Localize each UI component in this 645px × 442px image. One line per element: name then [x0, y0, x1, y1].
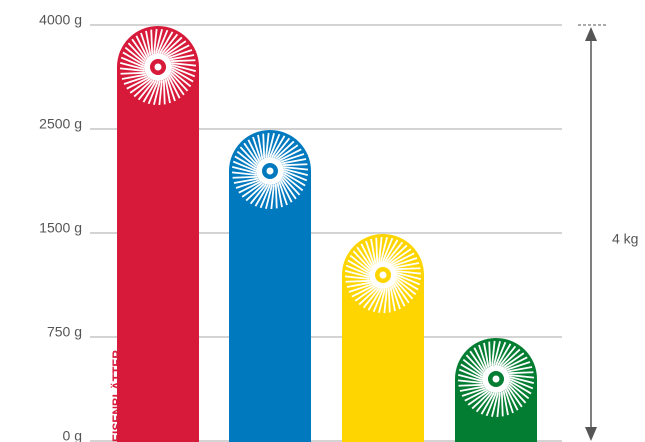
- disk-flap: [459, 385, 484, 386]
- disk-flap: [233, 177, 258, 178]
- disk-hole: [155, 64, 162, 71]
- disk-flap: [263, 134, 264, 159]
- flap-disk: [117, 26, 199, 108]
- flap-disk: [342, 234, 424, 316]
- arrow-head: [585, 27, 597, 41]
- disk-flap: [502, 392, 503, 417]
- disk-flap: [509, 372, 534, 373]
- annotation: 4 kg: [612, 231, 638, 247]
- chart: 4 kg 4000 g 2500 g 1500 g 750 g 0 g EISENBLÄT…: [0, 0, 645, 442]
- y-tick-label: 2500 g: [39, 116, 82, 132]
- flap-disk: [455, 338, 537, 420]
- bar: [117, 67, 199, 442]
- disk-flap: [164, 80, 165, 105]
- disk-hole: [267, 168, 274, 175]
- disk-hole: [380, 272, 387, 279]
- disk-flap: [171, 60, 196, 61]
- disk-flap: [376, 238, 377, 263]
- disk-flap: [283, 164, 308, 165]
- y-tick-label: 1500 g: [39, 220, 82, 236]
- disk-flap: [489, 342, 490, 367]
- disk-flap: [396, 268, 421, 269]
- y-tick-label: 0 g: [63, 428, 82, 442]
- disk-hole: [493, 376, 500, 383]
- disk-flap: [121, 73, 146, 74]
- brand: EISENBLÄTTER: [109, 350, 124, 442]
- arrow-head: [585, 427, 597, 441]
- disk-flap: [276, 184, 277, 209]
- y-tick-label: 4000 g: [39, 12, 82, 28]
- disk-flap: [151, 30, 152, 55]
- flap-disk: [229, 130, 311, 212]
- y-tick-label: 750 g: [47, 324, 82, 340]
- disk-flap: [346, 281, 371, 282]
- disk-flap: [389, 288, 390, 313]
